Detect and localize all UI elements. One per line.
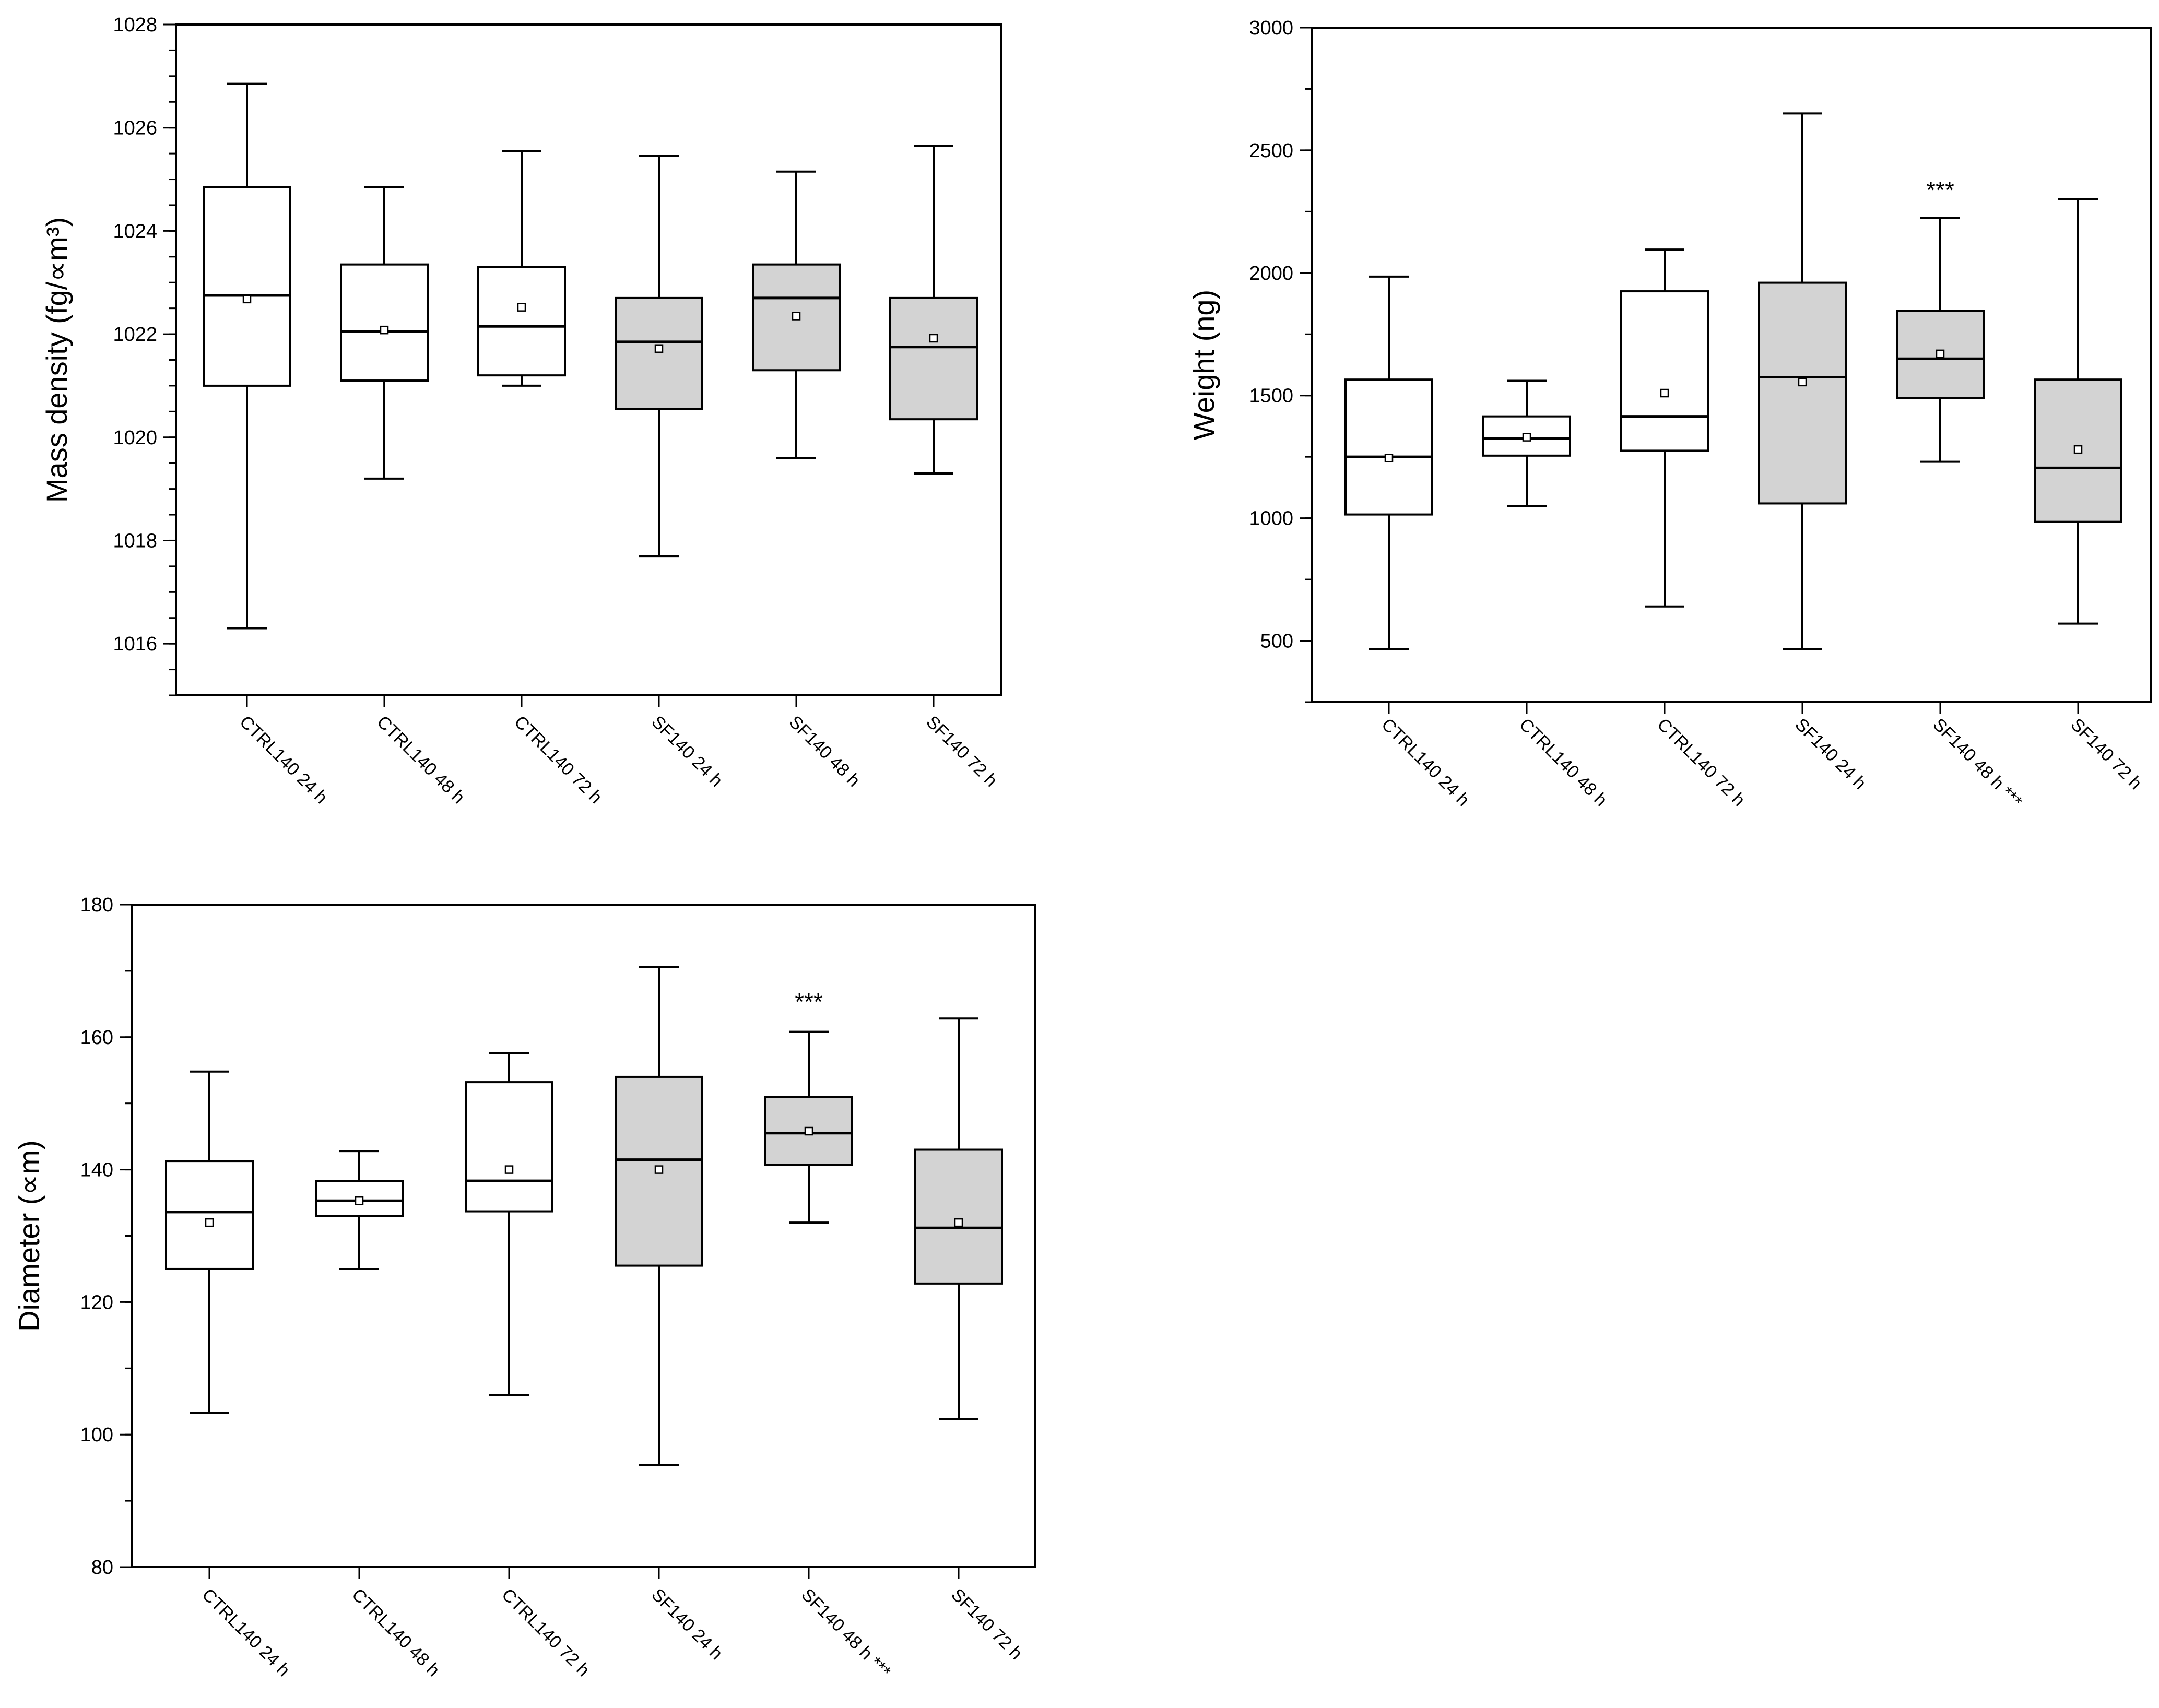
mean-marker <box>355 1196 364 1205</box>
mean-marker <box>1384 454 1394 462</box>
box-sf-3: SF140 24 h <box>615 966 727 1664</box>
iqr-box <box>165 1160 254 1270</box>
box-ctrl-1: CTRL140 48 h <box>340 186 469 808</box>
x-category-label: CTRL140 24 h <box>235 712 331 808</box>
box-ctrl-1: CTRL140 48 h <box>315 1150 444 1680</box>
y-tick-label: 80 <box>91 1557 113 1579</box>
mean-marker <box>242 294 252 304</box>
box-ctrl-2: CTRL140 72 h <box>1620 248 1749 810</box>
y-tick-label: 2000 <box>1249 263 1293 284</box>
box-sf-5: SF140 72 h <box>889 145 1001 791</box>
y-axis-title: Diameter (∝m) <box>13 1140 45 1332</box>
y-axis-title: Weight (ng) <box>1187 290 1220 440</box>
x-category-label: SF140 24 h <box>647 1585 726 1664</box>
mean-marker <box>517 303 526 312</box>
y-tick-label: 140 <box>80 1159 113 1181</box>
y-tick-label: 1020 <box>113 427 157 449</box>
box-sf-5: SF140 72 h <box>2034 198 2146 793</box>
x-category-label: CTRL140 24 h <box>198 1585 293 1680</box>
mean-marker <box>929 334 938 343</box>
mean-marker <box>654 1165 664 1174</box>
y-tick-label: 1026 <box>113 117 157 139</box>
iqr-box <box>615 296 703 410</box>
iqr-box <box>1344 378 1433 516</box>
significance-marker: *** <box>1926 176 1954 204</box>
y-tick-label: 180 <box>80 894 113 916</box>
plot-frame <box>175 23 1002 696</box>
mean-marker <box>2073 445 2083 454</box>
iqr-box <box>1758 281 1847 505</box>
box-ctrl-2: CTRL140 72 h <box>477 150 606 808</box>
iqr-box <box>1620 290 1709 452</box>
iqr-box <box>914 1148 1003 1285</box>
mean-marker <box>205 1218 214 1227</box>
iqr-box <box>477 266 566 377</box>
box-sf-4: SF140 48 h *** <box>1896 217 2026 812</box>
x-category-label: SF140 24 h <box>1791 715 1870 793</box>
box-sf-3: SF140 24 h <box>1758 112 1870 793</box>
x-category-label: SF140 72 h <box>2067 715 2145 793</box>
iqr-box <box>203 186 291 387</box>
mean-marker <box>380 325 389 335</box>
box-sf-4: SF140 48 h <box>752 170 864 791</box>
y-tick-label: 160 <box>80 1027 113 1049</box>
mean-marker <box>504 1165 514 1174</box>
iqr-box <box>315 1180 404 1217</box>
mean-marker <box>804 1126 813 1136</box>
box-ctrl-2: CTRL140 72 h <box>465 1052 594 1680</box>
box-sf-4: SF140 48 h *** <box>764 1030 894 1682</box>
mean-marker <box>1798 377 1807 387</box>
mean-marker <box>792 312 801 321</box>
box-ctrl-0: CTRL140 24 h <box>165 1070 294 1680</box>
box-ctrl-0: CTRL140 24 h <box>203 82 332 808</box>
iqr-box <box>340 263 429 382</box>
mean-marker <box>1660 388 1669 398</box>
y-tick-label: 100 <box>80 1424 113 1446</box>
plot-frame <box>1311 27 2152 703</box>
mean-marker <box>1522 433 1531 442</box>
y-tick-label: 120 <box>80 1291 113 1313</box>
y-tick-label: 1000 <box>1249 508 1293 530</box>
x-category-label: SF140 72 h <box>947 1585 1026 1664</box>
y-tick-label: 2500 <box>1249 140 1293 162</box>
x-category-label: CTRL140 48 h <box>1515 715 1611 810</box>
iqr-box <box>889 296 978 421</box>
mean-marker <box>954 1218 963 1227</box>
y-tick-label: 1500 <box>1249 385 1293 407</box>
x-category-label: SF140 24 h <box>647 712 726 791</box>
x-category-label: CTRL140 72 h <box>498 1585 593 1680</box>
x-category-label: SF140 72 h <box>922 712 1001 791</box>
y-tick-label: 500 <box>1260 631 1293 653</box>
box-sf-3: SF140 24 h <box>615 155 727 791</box>
y-tick-label: 1018 <box>113 530 157 552</box>
x-category-label: CTRL140 24 h <box>1377 715 1473 810</box>
x-category-label: CTRL140 48 h <box>373 712 468 808</box>
y-tick-label: 1016 <box>113 633 157 655</box>
box-ctrl-1: CTRL140 48 h <box>1482 379 1611 810</box>
y-tick-label: 1028 <box>113 14 157 36</box>
y-tick-label: 1024 <box>113 220 157 242</box>
weight-chart: 500 1000 1500 2000 2500 3000 Weight (ng) CTRL14… <box>1187 17 2152 812</box>
mean-marker <box>654 344 664 353</box>
y-axis-title: Mass density (fg/∝m³) <box>40 217 73 503</box>
plot-frame <box>131 904 1036 1568</box>
significance-marker: *** <box>795 988 823 1015</box>
x-category-label: SF140 48 h *** <box>797 1585 894 1682</box>
x-category-label: SF140 48 h *** <box>1929 715 2026 812</box>
x-category-label: SF140 48 h <box>785 712 864 791</box>
x-category-label: CTRL140 48 h <box>348 1585 443 1680</box>
diameter-chart: 80 100 120 140 160 180 Diameter (∝m) CTRL140 24… <box>13 894 1036 1682</box>
iqr-box <box>465 1081 553 1213</box>
y-tick-label: 3000 <box>1249 17 1293 39</box>
mean-marker <box>1936 349 1945 359</box>
x-category-label: CTRL140 72 h <box>510 712 606 808</box>
y-tick-label: 1022 <box>113 324 157 346</box>
box-ctrl-0: CTRL140 24 h <box>1344 275 1473 810</box>
mass-density-chart: 1016 1018 1020 1022 1024 1026 1028 Mass density… <box>40 14 1002 808</box>
x-category-label: CTRL140 72 h <box>1653 715 1749 810</box>
